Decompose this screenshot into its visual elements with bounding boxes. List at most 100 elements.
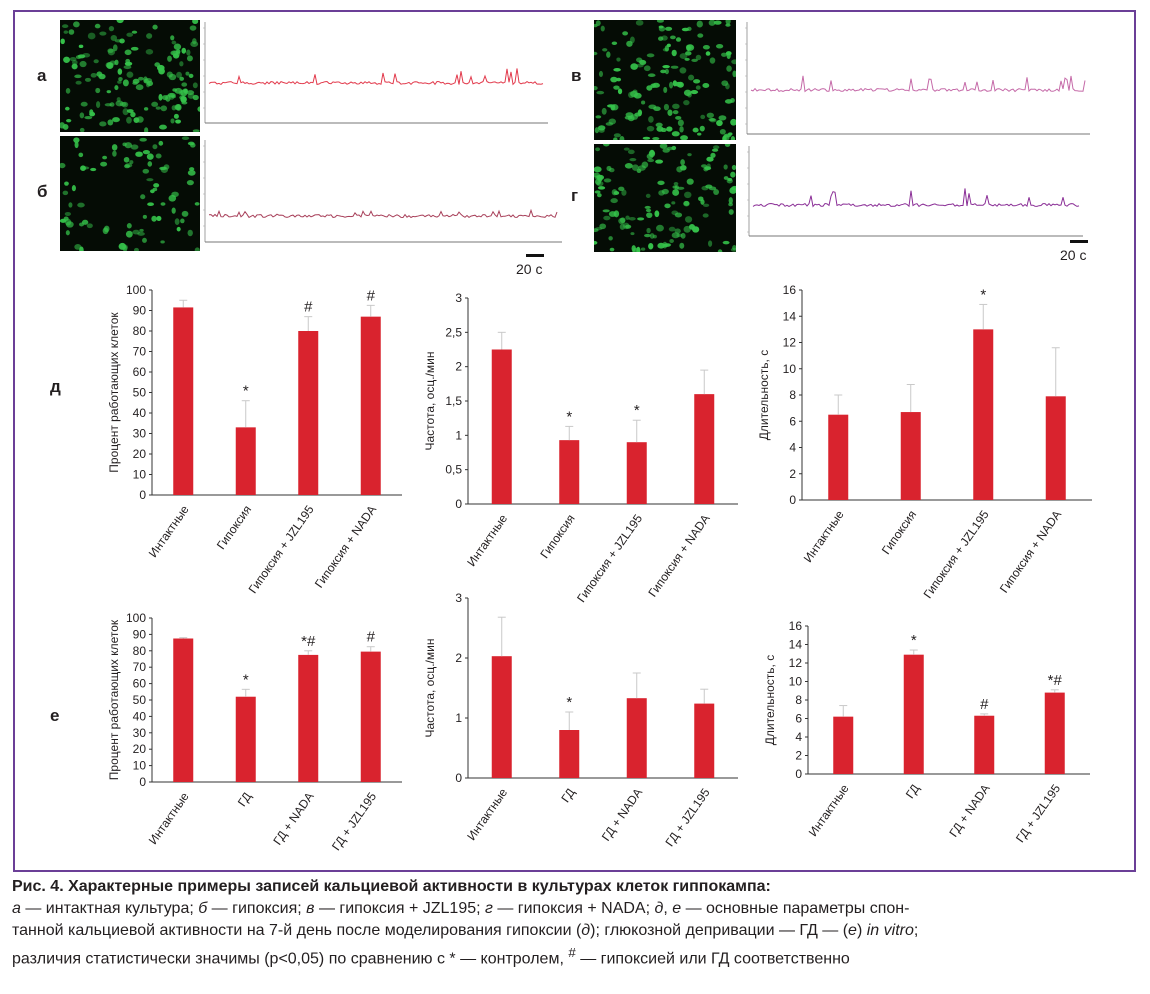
category-label: Интактные [801,507,847,565]
micro-cell [684,191,692,199]
micro-cell [658,36,664,41]
micro-cell [154,62,161,67]
micro-cell [153,183,160,188]
y-tick-label: 100 [126,283,146,297]
micro-cell [142,214,147,219]
category-label: ГД [903,782,922,801]
y-tick-label: 0,5 [445,463,462,477]
micro-cell [136,116,144,123]
micro-cell [162,95,169,101]
micro-cell [63,216,69,221]
micro-cell [686,26,692,32]
micro-cell [142,168,150,174]
micro-cell [608,236,613,241]
micro-cell [610,198,618,204]
micro-cell [95,101,101,108]
micro-cell [672,103,680,110]
micro-cell [95,87,101,94]
micro-cell [594,86,598,91]
micro-cell [679,242,685,249]
micro-cell [117,80,122,84]
micro-cell [139,228,144,232]
chart-d2: 0 0,5 1 1,5 2 2,5 3 Частота, осц./мин Интактные *… [423,291,738,605]
y-tick-label: 4 [789,441,796,455]
category-label: Гипоксия [879,508,919,557]
micro-cell [610,76,618,83]
micro-cell [628,216,636,221]
micro-cell [628,91,635,99]
micro-cell [625,215,630,220]
micro-cell [112,44,118,52]
micro-cell [186,179,194,186]
category-label: Гипоксия + NADA [312,503,379,591]
micro-cell [107,119,114,126]
bar [173,307,194,495]
bar [559,730,580,778]
micro-cell [80,101,88,107]
micro-cell [99,31,107,36]
micro-cell [595,115,602,119]
micro-cell [115,100,124,107]
micro-cell [711,148,719,152]
micro-cell [145,49,154,55]
micro-cell [102,227,109,235]
micro-cell [595,227,603,231]
y-tick-label: 1 [455,428,462,442]
micro-cell [640,247,646,251]
micro-cell [65,106,70,111]
micro-cell [126,116,132,124]
micro-cell [594,166,602,173]
micro-cell [109,60,117,66]
micro-cell [125,58,131,64]
micro-cell [179,76,185,81]
micro-cell [160,202,166,206]
micro-cell [143,107,149,111]
y-tick-label: 6 [789,414,796,428]
micro-cell [84,115,93,120]
scale-bar-line [526,254,544,257]
micro-cell [185,71,190,76]
micro-cell [73,21,80,28]
micro-cell [160,240,165,244]
y-tick-label: 10 [133,468,147,482]
significance-mark: * [980,286,986,303]
micro-cell [730,97,735,103]
category-label: Гипоксия + JZL195 [246,502,317,595]
bar [491,349,512,504]
micro-cell [71,185,76,192]
micro-cell [672,80,678,87]
figure-frame [13,10,1136,872]
panel-label-g: г [571,186,579,205]
micro-cell [686,178,694,185]
micro-cell [171,191,179,198]
micro-cell [726,65,732,72]
significance-mark: * [566,408,572,425]
micro-cell [616,57,621,62]
y-tick-label: 100 [126,611,146,625]
bar [974,715,995,774]
micro-cell [655,159,664,164]
micro-cell [683,225,691,233]
y-tick-label: 6 [795,712,802,726]
micro-cell [618,217,626,225]
micro-cell [79,222,85,227]
scale-bar-right: 20 с [1060,240,1088,263]
figure-caption: Рис. 4. Характерные примеры записей каль… [12,876,1136,970]
micro-cell [126,32,134,37]
micro-cell [69,57,77,62]
bar [900,412,921,500]
bar [491,656,512,778]
micro-cell [658,190,665,196]
micro-cell [662,65,670,69]
significance-mark: * [634,402,640,419]
micro-cell [623,147,630,151]
micro-cell [699,125,705,132]
micro-cell [118,242,127,250]
micro-cell [125,230,133,238]
micro-cell [730,171,736,178]
micro-cell [656,224,664,232]
micro-cell [684,57,690,61]
micro-cell [124,163,133,168]
micro-texture [60,20,200,132]
micro-cell [706,156,714,162]
